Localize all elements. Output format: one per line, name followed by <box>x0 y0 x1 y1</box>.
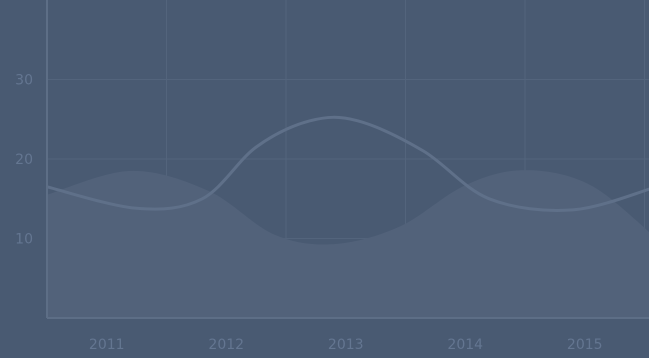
y-tick-label: 10 <box>15 232 33 248</box>
x-tick-label: 2012 <box>208 337 244 353</box>
x-tick-label: 2013 <box>328 337 364 353</box>
y-tick-label: 20 <box>15 152 33 168</box>
x-tick-labels: 2011 2012 2013 2014 2015 <box>89 337 603 353</box>
area-series <box>47 170 649 318</box>
x-tick-label: 2015 <box>567 337 603 353</box>
line-series <box>46 115 649 212</box>
axes <box>46 0 649 319</box>
y-tick-label: 30 <box>15 73 33 89</box>
x-tick-label: 2011 <box>89 337 125 353</box>
x-tick-label: 2014 <box>447 337 483 353</box>
y-tick-labels: 10 20 30 <box>15 73 33 248</box>
